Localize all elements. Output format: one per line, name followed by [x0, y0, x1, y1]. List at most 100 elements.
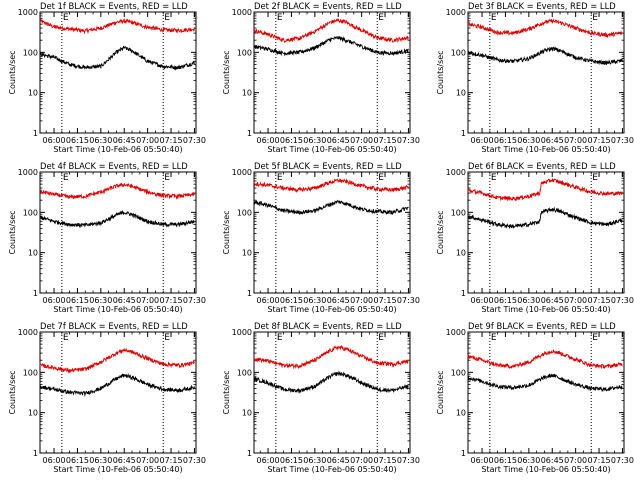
- y-tick-label: 10: [28, 249, 38, 258]
- y-tick-label: 1: [247, 289, 252, 298]
- events-series-line: [253, 199, 409, 215]
- event-marker-label: E: [63, 13, 69, 23]
- y-tick-label: 1: [247, 129, 252, 138]
- x-tick-label: 07:00: [350, 456, 373, 465]
- x-tick-label: 07:00: [136, 456, 159, 465]
- x-tick-label: 06:45: [327, 136, 350, 145]
- y-axis-label: Counts/sec: [8, 370, 17, 414]
- y-axis-label: Counts/sec: [222, 210, 231, 254]
- event-marker-label: E: [164, 173, 170, 183]
- x-tick-label: 06:45: [327, 456, 350, 465]
- x-tick-label: 07:15: [160, 296, 183, 305]
- lld-series-line: [467, 178, 623, 202]
- y-tick-label: 1000: [18, 328, 38, 337]
- plot-title: Det 6f BLACK = Events, RED = LLD: [468, 161, 616, 171]
- event-marker-label: E: [378, 333, 384, 343]
- y-axis-label: Counts/sec: [8, 50, 17, 94]
- x-tick-label: 07:00: [136, 136, 159, 145]
- event-marker-label: E: [277, 173, 283, 183]
- x-tick-label: 06:15: [280, 456, 303, 465]
- detector-plot-6: Det 6f BLACK = Events, RED = LLD 1 10 100 10…: [436, 161, 634, 314]
- y-tick-label: 1: [33, 289, 38, 298]
- event-marker-label: E: [378, 173, 384, 183]
- x-axis-label: Start Time (10-Feb-06 05:50:40): [481, 145, 610, 154]
- lld-series-line: [39, 347, 195, 374]
- x-tick-label: 06:00: [257, 296, 280, 305]
- x-tick-label: 07:15: [160, 456, 183, 465]
- event-marker-label: E: [491, 13, 497, 23]
- y-tick-label: 100: [23, 48, 38, 57]
- x-tick-label: 06:00: [471, 136, 494, 145]
- event-marker-label: E: [378, 13, 384, 23]
- y-tick-label: 10: [456, 249, 466, 258]
- y-tick-label: 1: [461, 449, 466, 458]
- x-tick-label: 06:45: [327, 296, 350, 305]
- x-tick-label: 06:15: [494, 136, 517, 145]
- x-tick-label: 06:00: [471, 456, 494, 465]
- x-tick-label: 06:00: [43, 136, 66, 145]
- y-tick-label: 1000: [446, 328, 466, 337]
- detector-plot-7: Det 7f BLACK = Events, RED = LLD 1 10 100 10…: [8, 321, 206, 474]
- plot-title: Det 2f BLACK = Events, RED = LLD: [254, 1, 402, 11]
- x-axis-label: Start Time (10-Feb-06 05:50:40): [267, 305, 396, 314]
- x-tick-label: 07:15: [374, 296, 397, 305]
- x-tick-label: 06:30: [89, 136, 112, 145]
- x-tick-label: 07:00: [564, 136, 587, 145]
- detector-plot-9: Det 9f BLACK = Events, RED = LLD 1 10 100 10…: [436, 321, 634, 474]
- x-tick-label: 07:00: [350, 296, 373, 305]
- x-tick-label: 07:15: [374, 136, 397, 145]
- lld-series-line: [39, 182, 195, 200]
- y-tick-label: 100: [237, 48, 252, 57]
- plot-title: Det 8f BLACK = Events, RED = LLD: [254, 321, 402, 331]
- event-marker-label: E: [277, 13, 283, 23]
- x-tick-label: 07:30: [611, 296, 634, 305]
- y-tick-label: 1: [33, 449, 38, 458]
- event-marker-label: E: [592, 333, 598, 343]
- y-tick-label: 10: [242, 409, 252, 418]
- x-tick-label: 07:30: [183, 296, 206, 305]
- event-marker-label: E: [63, 173, 69, 183]
- plot-frame: [39, 331, 197, 454]
- y-axis-label: Counts/sec: [222, 370, 231, 414]
- x-tick-label: 06:30: [517, 136, 540, 145]
- events-series-line: [467, 206, 623, 230]
- plot-frame: [467, 11, 625, 134]
- y-tick-label: 10: [456, 409, 466, 418]
- x-tick-label: 07:30: [397, 456, 420, 465]
- event-marker-label: E: [277, 333, 283, 343]
- y-tick-label: 10: [456, 89, 466, 98]
- x-axis-label: Start Time (10-Feb-06 05:50:40): [481, 465, 610, 474]
- events-series-line: [467, 373, 623, 393]
- x-tick-label: 07:30: [183, 136, 206, 145]
- lld-series-line: [253, 177, 409, 194]
- lld-series-line: [39, 18, 195, 35]
- events-series-line: [253, 370, 409, 394]
- y-tick-label: 100: [23, 368, 38, 377]
- y-tick-label: 10: [28, 89, 38, 98]
- x-tick-label: 06:15: [280, 136, 303, 145]
- event-marker-label: E: [164, 13, 170, 23]
- y-tick-label: 1: [33, 129, 38, 138]
- x-tick-label: 07:00: [136, 296, 159, 305]
- plot-title: Det 4f BLACK = Events, RED = LLD: [40, 161, 188, 171]
- event-marker-label: E: [63, 333, 69, 343]
- y-tick-label: 1000: [232, 8, 252, 17]
- detector-plot-3: Det 3f BLACK = Events, RED = LLD 1 10 100 10…: [436, 1, 634, 154]
- y-axis-label: Counts/sec: [436, 50, 445, 94]
- x-tick-label: 07:15: [588, 456, 611, 465]
- plot-title: Det 5f BLACK = Events, RED = LLD: [254, 161, 402, 171]
- x-tick-label: 06:30: [303, 456, 326, 465]
- x-tick-label: 06:00: [471, 296, 494, 305]
- y-axis-label: Counts/sec: [8, 210, 17, 254]
- y-axis-label: Counts/sec: [436, 370, 445, 414]
- x-tick-label: 06:00: [257, 136, 280, 145]
- event-marker-label: E: [592, 13, 598, 23]
- x-tick-label: 06:00: [43, 456, 66, 465]
- event-marker-label: E: [164, 333, 170, 343]
- y-axis-label: Counts/sec: [436, 210, 445, 254]
- x-tick-label: 06:15: [66, 296, 89, 305]
- events-series-line: [39, 210, 195, 229]
- plot-frame: [39, 171, 197, 294]
- detector-plot-5: Det 5f BLACK = Events, RED = LLD 1 10 100 10…: [222, 161, 420, 314]
- plot-frame: [39, 11, 197, 134]
